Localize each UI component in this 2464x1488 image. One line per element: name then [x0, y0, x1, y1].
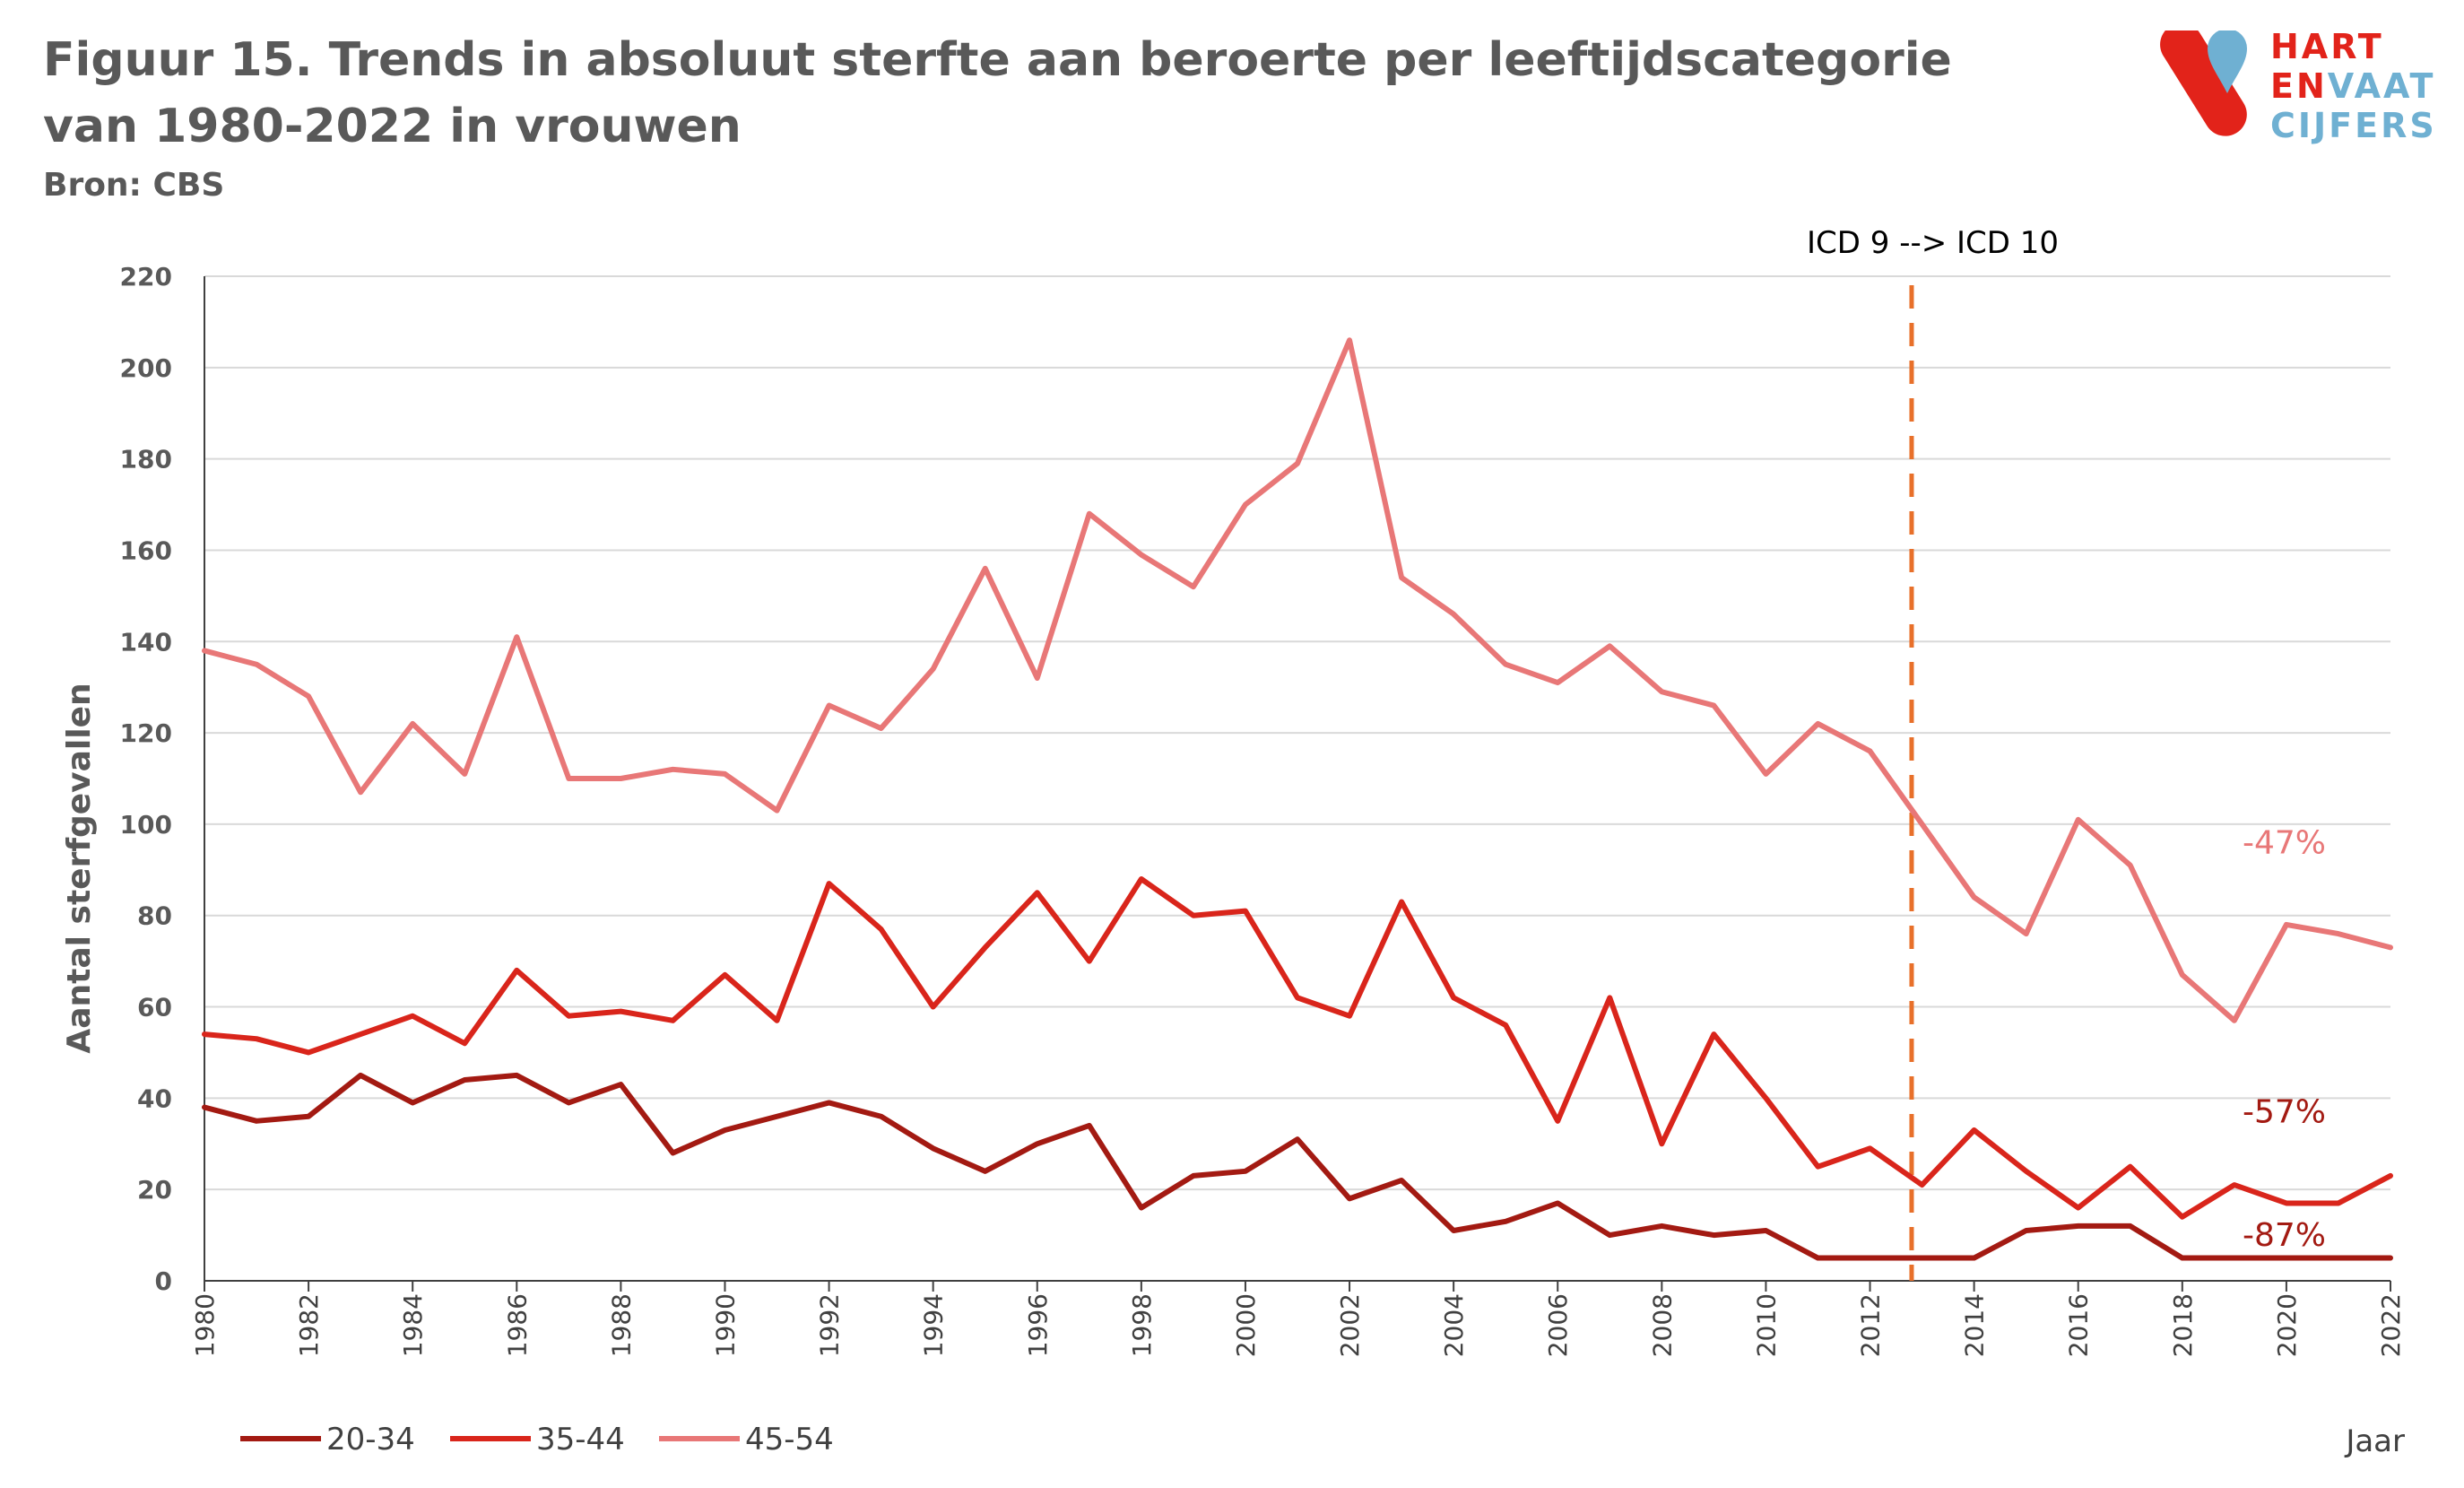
logo: HART ENVAAT CIJFERS — [2270, 27, 2437, 145]
x-tick-label: 1984 — [398, 1293, 428, 1357]
x-tick-label: 2010 — [1751, 1293, 1781, 1357]
y-tick-label: 200 — [120, 353, 172, 383]
legend: 20-34 35-44 45-54 — [240, 1422, 834, 1458]
x-tick-label: 1986 — [502, 1293, 532, 1357]
x-tick-label: 2018 — [2168, 1293, 2198, 1357]
x-tick-label: 1982 — [294, 1293, 324, 1357]
logo-mark-icon — [2160, 30, 2247, 136]
legend-label: 35-44 — [536, 1422, 625, 1458]
y-tick-label: 140 — [120, 627, 172, 657]
x-tick-label: 2012 — [1856, 1293, 1886, 1357]
x-tick-label: 1994 — [919, 1293, 949, 1357]
x-tick-label: 1998 — [1127, 1293, 1157, 1357]
annotation-label: -87% — [2243, 1217, 2326, 1254]
y-tick-label: 180 — [120, 445, 172, 474]
change-annotations: -47% -57% -87% — [2243, 824, 2326, 1254]
x-tick-label: 2016 — [2064, 1293, 2094, 1357]
y-axis: 0 20 40 60 80 100 120 140 160 180 200 220 — [120, 262, 205, 1296]
logo-line-2a: EN — [2270, 66, 2328, 106]
y-tick-label: 0 — [155, 1266, 172, 1296]
annotation-label: -57% — [2243, 1094, 2326, 1131]
y-tick-label: 40 — [137, 1083, 172, 1113]
x-tick-label: 2004 — [1439, 1293, 1469, 1357]
series-line-20-34 — [202, 1072, 2393, 1261]
chart-title: Figuur 15. Trends in absoluut sterfte aa… — [43, 33, 1952, 153]
y-tick-label: 80 — [137, 901, 172, 931]
icd-label: ICD 9 --> ICD 10 — [1807, 225, 2059, 261]
x-tick-label: 1980 — [190, 1293, 220, 1357]
x-tick-label: 2006 — [1543, 1293, 1573, 1357]
x-tick-label: 2002 — [1335, 1293, 1365, 1357]
legend-label: 20-34 — [326, 1422, 415, 1458]
icd-reference-line: ICD 9 --> ICD 10 — [1807, 225, 2059, 1281]
logo-line-2b: VAAT — [2327, 66, 2436, 106]
y-tick-label: 120 — [120, 718, 172, 748]
x-axis-title: Jaar — [2344, 1423, 2405, 1459]
x-tick-label: 2014 — [1960, 1293, 1990, 1357]
gridlines — [204, 275, 2390, 1191]
x-tick-label: 2022 — [2376, 1293, 2406, 1357]
y-tick-label: 60 — [137, 993, 172, 1022]
x-tick-label: 2000 — [1231, 1293, 1261, 1357]
annotation-label: -47% — [2243, 824, 2326, 861]
x-tick-label: 1992 — [815, 1293, 845, 1357]
x-tick-label: 2008 — [1647, 1293, 1677, 1357]
x-tick-label: 1996 — [1023, 1293, 1053, 1357]
series-lines — [202, 337, 2393, 1261]
x-tick-label: 1990 — [710, 1293, 740, 1357]
series-line-35-44 — [202, 876, 2393, 1220]
chart-source: Bron: CBS — [43, 167, 225, 204]
x-tick-label: 2020 — [2272, 1293, 2302, 1357]
y-tick-label: 220 — [120, 262, 172, 292]
series-line-45-54 — [202, 337, 2393, 1023]
x-tick-label: 1988 — [606, 1293, 636, 1357]
x-axis: 1980 1982 1984 1986 1988 1990 1992 1994 1996 1998… — [190, 1280, 2406, 1357]
y-tick-label: 160 — [120, 535, 172, 565]
logo-line-3: CIJFERS — [2270, 106, 2437, 145]
y-tick-label: 20 — [137, 1175, 172, 1205]
legend-label: 45-54 — [745, 1422, 834, 1458]
y-axis-title: Aantal sterfgevallen — [61, 683, 98, 1053]
y-tick-label: 100 — [120, 810, 172, 840]
logo-line-1: HART — [2270, 27, 2384, 66]
